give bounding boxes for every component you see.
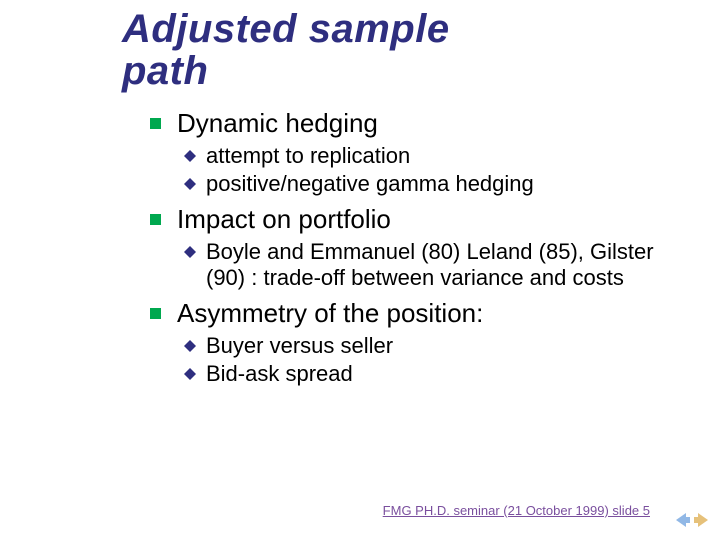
sub-bullet-text: Bid-ask spread (206, 361, 353, 387)
footer-link[interactable]: FMG PH.D. seminar (21 October 1999) slid… (383, 503, 650, 518)
bullet-level2: Bid-ask spread (184, 361, 670, 387)
next-arrow-icon[interactable] (692, 510, 712, 530)
nav-arrows (672, 510, 712, 530)
bullet-level1: Asymmetry of the position: (150, 298, 670, 329)
diamond-bullet-icon (184, 150, 196, 162)
sub-bullet-text: positive/negative gamma hedging (206, 171, 534, 197)
sub-bullet-text: Buyer versus seller (206, 333, 393, 359)
diamond-bullet-icon (184, 340, 196, 352)
diamond-bullet-icon (184, 246, 196, 258)
bullet-level2: positive/negative gamma hedging (184, 171, 670, 197)
diamond-bullet-icon (184, 368, 196, 380)
bullet-text: Impact on portfolio (177, 204, 391, 235)
slide-content: Dynamic hedging attempt to replication p… (150, 108, 670, 393)
square-bullet-icon (150, 118, 161, 129)
square-bullet-icon (150, 214, 161, 225)
bullet-text: Dynamic hedging (177, 108, 378, 139)
slide-title: Adjusted sample path (122, 8, 450, 92)
title-line-2: path (122, 49, 208, 93)
title-line-1: Adjusted sample (122, 7, 450, 51)
bullet-level2: attempt to replication (184, 143, 670, 169)
sub-bullets: Buyer versus seller Bid-ask spread (184, 333, 670, 388)
diamond-bullet-icon (184, 178, 196, 190)
bullet-text: Asymmetry of the position: (177, 298, 483, 329)
sub-bullets: Boyle and Emmanuel (80) Leland (85), Gil… (184, 239, 670, 292)
bullet-level2: Buyer versus seller (184, 333, 670, 359)
sub-bullets: attempt to replication positive/negative… (184, 143, 670, 198)
bullet-level2: Boyle and Emmanuel (80) Leland (85), Gil… (184, 239, 670, 292)
slide: { "title_line1": "Adjusted sample", "tit… (0, 0, 720, 540)
prev-arrow-icon[interactable] (672, 510, 692, 530)
sub-bullet-text: attempt to replication (206, 143, 410, 169)
bullet-level1: Dynamic hedging (150, 108, 670, 139)
square-bullet-icon (150, 308, 161, 319)
sub-bullet-text: Boyle and Emmanuel (80) Leland (85), Gil… (206, 239, 670, 292)
bullet-level1: Impact on portfolio (150, 204, 670, 235)
